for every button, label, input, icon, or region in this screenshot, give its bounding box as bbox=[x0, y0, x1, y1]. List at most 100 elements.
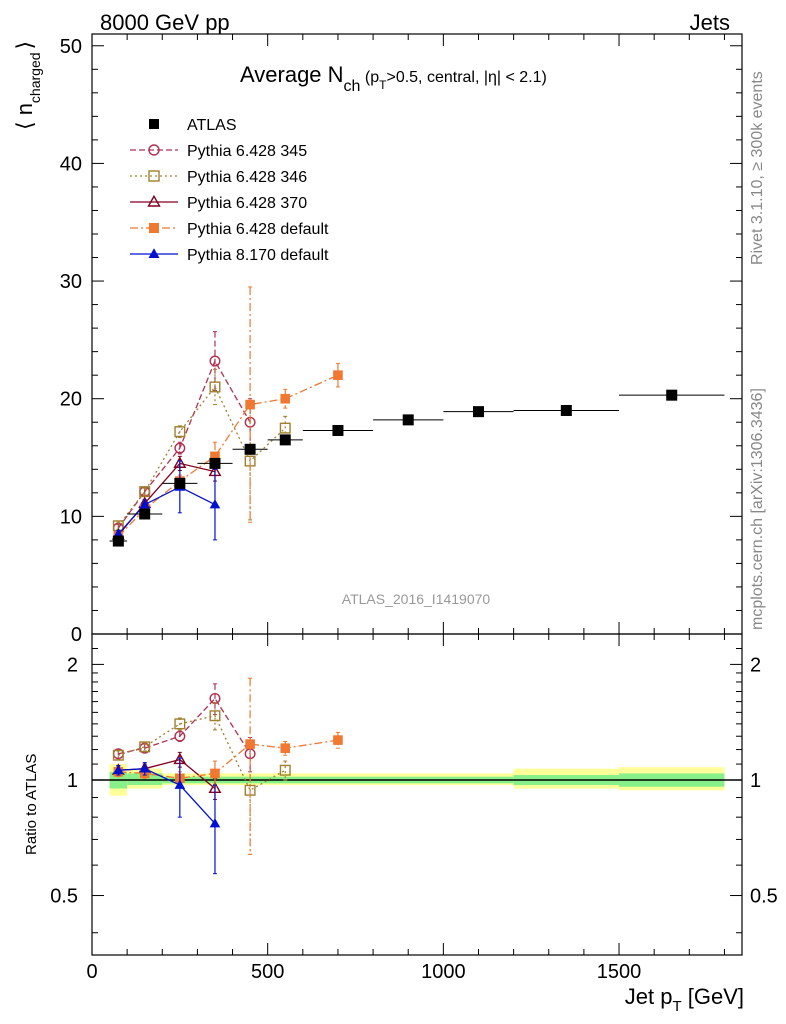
title-sub-ch: ch bbox=[344, 78, 361, 95]
data-point bbox=[209, 710, 221, 722]
y-tick-label-main: 20 bbox=[60, 389, 82, 411]
y-tick-label-ratio-right: 0.5 bbox=[750, 886, 778, 908]
xlabel-unit: [GeV] bbox=[682, 984, 744, 1009]
data-point bbox=[112, 749, 124, 761]
series-line bbox=[117, 359, 251, 529]
legend-label: Pythia 8.170 default bbox=[187, 247, 329, 264]
legend-entry: Pythia 6.428 346 bbox=[130, 169, 307, 186]
data-point bbox=[333, 735, 343, 745]
x-tick-label: 1500 bbox=[597, 961, 642, 983]
data-point bbox=[209, 355, 221, 367]
data-point bbox=[209, 457, 221, 469]
legend-marker bbox=[149, 119, 159, 129]
x-tick-label: 500 bbox=[251, 961, 284, 983]
legend-marker bbox=[148, 144, 160, 156]
xlabel-base: Jet p bbox=[625, 984, 673, 1009]
data-point bbox=[245, 739, 255, 749]
legend-label: Pythia 6.428 345 bbox=[187, 143, 307, 160]
data-point bbox=[210, 451, 220, 462]
data-point bbox=[209, 499, 221, 509]
data-point bbox=[112, 535, 124, 547]
y-tick-label-main: 40 bbox=[60, 153, 82, 175]
data-point bbox=[174, 426, 186, 438]
ratio-series-pythia-6-428-default bbox=[113, 677, 343, 855]
data-point bbox=[113, 528, 124, 538]
legend-label: Pythia 6.428 346 bbox=[187, 169, 307, 186]
series-line bbox=[118, 768, 216, 824]
y-tick-label-ratio: 1 bbox=[67, 770, 78, 792]
header-left: 8000 GeV pp bbox=[100, 10, 230, 35]
legend-marker bbox=[147, 194, 161, 207]
data-point bbox=[280, 743, 291, 753]
legend-entry: Pythia 8.170 default bbox=[130, 247, 329, 264]
title-paren: (p bbox=[360, 69, 379, 86]
legend-entry: Pythia 6.428 345 bbox=[130, 143, 307, 160]
data-point bbox=[174, 779, 186, 789]
y-axis-label-main: ⟨ ncharged ⟩ bbox=[12, 41, 43, 130]
chart-title: Average Nch (pT>0.5, central, |η| < 2.1) bbox=[240, 62, 547, 95]
data-point bbox=[402, 414, 414, 426]
y-tick-label-main: 30 bbox=[60, 271, 82, 293]
ratio-plot: 0 500 1000 1500 0.5 0.5 1 1 2 2 bbox=[50, 633, 778, 983]
data-point bbox=[333, 370, 343, 380]
y-tick-label-main: 10 bbox=[60, 506, 82, 528]
ratio-frame bbox=[91, 633, 743, 956]
y-tick-label-main: 50 bbox=[60, 36, 82, 58]
data-point bbox=[174, 730, 186, 742]
title-sub-t: T bbox=[379, 78, 387, 92]
series-line bbox=[117, 385, 286, 527]
y-axis-label-ratio: Ratio to ATLAS bbox=[23, 754, 40, 855]
main-plot: 0 10 20 30 40 50 bbox=[60, 33, 743, 955]
rivet-label: Rivet 3.1.10, ≥ 300k events bbox=[749, 71, 766, 265]
mcplots-label: mcplots.cern.ch [arXiv:1306.3436] bbox=[749, 388, 766, 630]
data-point bbox=[174, 477, 186, 489]
ratio-series-pythia-8-170-default bbox=[113, 757, 221, 875]
data-point bbox=[244, 443, 256, 455]
data-point bbox=[210, 768, 220, 779]
series-line bbox=[117, 486, 216, 535]
main-series-pythia-8-170-default bbox=[113, 460, 221, 541]
data-point bbox=[174, 442, 186, 454]
main-series-atlas bbox=[109, 389, 725, 547]
data-point bbox=[139, 508, 151, 520]
main-series-pythia-6-428-370 bbox=[111, 455, 222, 540]
y-tick-label-ratio-right: 2 bbox=[750, 654, 761, 676]
data-point bbox=[279, 434, 291, 446]
data-point bbox=[209, 818, 221, 828]
title-rest: >0.5, central, |η| < 2.1) bbox=[386, 69, 546, 86]
legend: ATLAS Pythia 6.428 345 Pythia 6.428 346 Pyt… bbox=[130, 117, 329, 264]
ylabel-base: ⟨ n bbox=[12, 103, 37, 130]
series-line bbox=[117, 374, 339, 537]
legend-entry: Pythia 6.428 370 bbox=[130, 194, 307, 212]
y-tick-label-main: 0 bbox=[71, 624, 82, 646]
data-point bbox=[245, 399, 255, 410]
title-main: Average N bbox=[240, 62, 344, 87]
data-point bbox=[139, 763, 150, 773]
legend-entry: ATLAS bbox=[149, 117, 237, 134]
legend-marker bbox=[148, 170, 160, 182]
data-point bbox=[174, 718, 186, 730]
data-point bbox=[113, 764, 124, 775]
data-point bbox=[280, 393, 291, 404]
data-point bbox=[279, 764, 291, 776]
x-axis-label: Jet pT [GeV] bbox=[625, 984, 744, 1015]
y-tick-label-ratio: 0.5 bbox=[50, 886, 78, 908]
data-point bbox=[139, 486, 151, 498]
xlabel-sub: T bbox=[672, 998, 681, 1015]
data-point bbox=[332, 424, 344, 436]
legend-marker bbox=[148, 248, 160, 258]
data-point bbox=[279, 422, 291, 434]
data-point bbox=[666, 389, 678, 401]
x-tick-label: 0 bbox=[86, 961, 97, 983]
series-line bbox=[117, 462, 216, 536]
data-point bbox=[472, 406, 484, 418]
legend-label: Pythia 6.428 370 bbox=[187, 195, 307, 212]
legend-label: ATLAS bbox=[187, 117, 237, 134]
ylabel-sub: charged bbox=[27, 52, 43, 103]
data-point bbox=[209, 381, 221, 393]
watermark: ATLAS_2016_I1419070 bbox=[342, 591, 491, 607]
ylabel-close: ⟩ bbox=[12, 41, 37, 50]
legend-marker bbox=[149, 223, 159, 233]
ratio-series-pythia-6-428-346 bbox=[112, 702, 291, 855]
